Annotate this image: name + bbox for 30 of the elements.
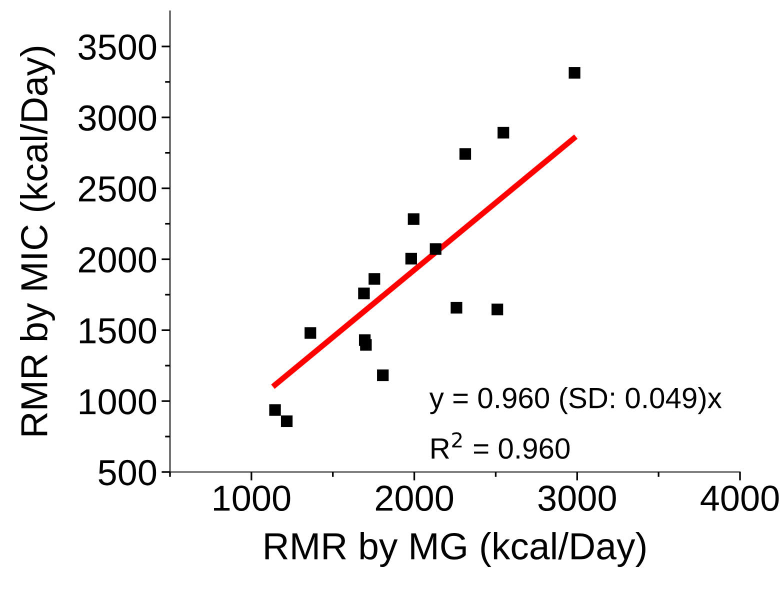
x-tick-label: 1000 xyxy=(214,485,290,512)
point xyxy=(360,339,372,351)
point xyxy=(568,67,580,79)
x-tick-label: 2000 xyxy=(376,485,454,512)
x-tick-label: 4000 xyxy=(700,485,779,512)
annotation: y = 0.960 (SD: 0.049)x xyxy=(429,386,722,414)
y-tick-label: 1000 xyxy=(80,388,156,415)
y-tick-label: 3000 xyxy=(78,105,156,131)
point xyxy=(430,243,442,255)
point xyxy=(450,302,462,314)
y-tick-label: 500 xyxy=(98,460,156,486)
x-tick-label: 3000 xyxy=(538,485,616,512)
point xyxy=(498,126,510,139)
point xyxy=(358,288,370,300)
point xyxy=(492,304,504,316)
y-tick-label: 2500 xyxy=(78,176,156,202)
point xyxy=(408,213,420,225)
point xyxy=(269,404,281,416)
y-tick-label: 1500 xyxy=(80,318,156,344)
annotation: R$^{2}$ = 0.960 xyxy=(432,432,570,459)
point xyxy=(304,327,316,339)
point xyxy=(280,415,293,428)
point xyxy=(405,252,417,264)
point xyxy=(368,273,380,285)
x-axis-title: RMR by MG (kcal/Day) xyxy=(265,532,646,568)
y-axis-title: RMR by MIC (kcal/Day) xyxy=(20,46,55,436)
y-tick-label: 2000 xyxy=(78,247,156,273)
y-tick-label: 3500 xyxy=(78,34,156,60)
point xyxy=(377,369,389,382)
point xyxy=(459,148,472,160)
